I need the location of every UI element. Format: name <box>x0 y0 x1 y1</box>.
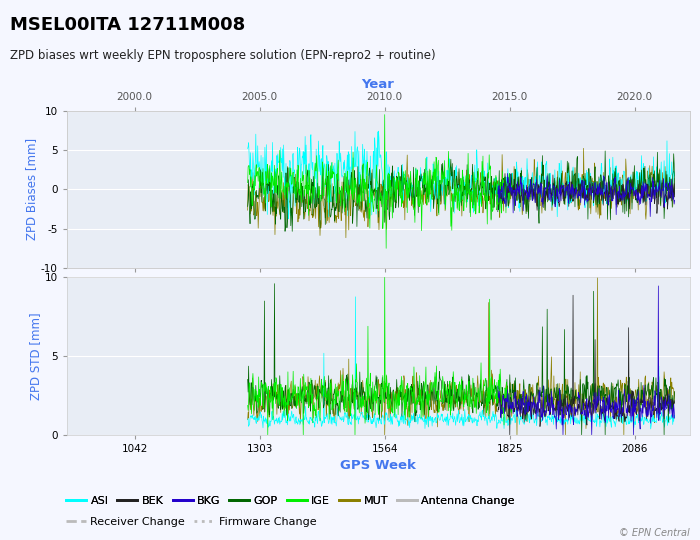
Text: MSEL00ITA 12711M008: MSEL00ITA 12711M008 <box>10 16 246 34</box>
Text: © EPN Central: © EPN Central <box>619 528 690 538</box>
Legend: ASI, BEK, BKG, GOP, IGE, MUT, Antenna Change: ASI, BEK, BKG, GOP, IGE, MUT, Antenna Ch… <box>62 491 519 510</box>
Legend: Receiver Change, Firmware Change: Receiver Change, Firmware Change <box>62 513 321 532</box>
X-axis label: Year: Year <box>362 78 394 91</box>
Text: ZPD biases wrt weekly EPN troposphere solution (EPN-repro2 + routine): ZPD biases wrt weekly EPN troposphere so… <box>10 49 436 62</box>
Y-axis label: ZPD Biases [mm]: ZPD Biases [mm] <box>25 138 38 240</box>
X-axis label: GPS Week: GPS Week <box>340 460 416 472</box>
Y-axis label: ZPD STD [mm]: ZPD STD [mm] <box>29 312 41 400</box>
